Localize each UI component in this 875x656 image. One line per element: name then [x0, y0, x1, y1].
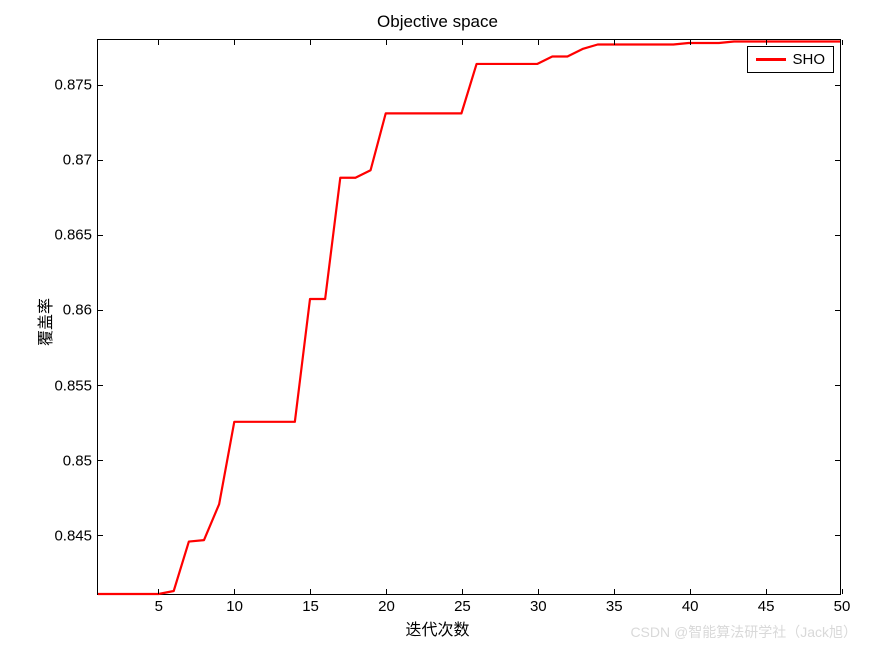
- x-tick-mark: [386, 589, 387, 594]
- y-tick-mark: [835, 160, 840, 161]
- x-tick-label: 25: [454, 598, 471, 615]
- x-tick-mark: [690, 589, 691, 594]
- x-tick-label: 35: [606, 598, 623, 615]
- x-tick-mark: [538, 40, 539, 45]
- x-tick-label: 10: [226, 598, 243, 615]
- y-tick-label: 0.875: [54, 77, 92, 94]
- y-tick-mark: [98, 85, 103, 86]
- y-tick-label: 0.855: [54, 377, 92, 394]
- x-tick-mark: [614, 40, 615, 45]
- x-tick-mark: [690, 40, 691, 45]
- y-tick-mark: [98, 235, 103, 236]
- x-tick-mark: [462, 589, 463, 594]
- x-tick-label: 20: [378, 598, 395, 615]
- x-tick-mark: [158, 40, 159, 45]
- x-tick-mark: [234, 40, 235, 45]
- x-tick-mark: [538, 589, 539, 594]
- y-tick-label: 0.86: [63, 302, 92, 319]
- y-tick-label: 0.845: [54, 527, 92, 544]
- legend: SHO: [747, 46, 834, 73]
- x-tick-label: 15: [302, 598, 319, 615]
- line-plot-svg: [98, 40, 840, 594]
- y-tick-label: 0.85: [63, 452, 92, 469]
- y-tick-mark: [98, 310, 103, 311]
- legend-label: SHO: [792, 51, 825, 68]
- y-tick-mark: [98, 535, 103, 536]
- legend-swatch: [756, 58, 786, 60]
- x-tick-mark: [310, 40, 311, 45]
- y-tick-label: 0.87: [63, 152, 92, 169]
- x-tick-mark: [234, 589, 235, 594]
- y-tick-mark: [835, 535, 840, 536]
- x-tick-label: 50: [834, 598, 851, 615]
- y-tick-mark: [98, 160, 103, 161]
- y-tick-label: 0.865: [54, 227, 92, 244]
- x-tick-mark: [462, 40, 463, 45]
- x-tick-mark: [386, 40, 387, 45]
- figure-container: Objective space SHO 51015202530354045500…: [0, 0, 875, 656]
- y-tick-mark: [98, 385, 103, 386]
- y-tick-mark: [835, 385, 840, 386]
- x-tick-mark: [842, 589, 843, 594]
- watermark-text: CSDN @智能算法研学社（Jack旭）: [630, 622, 857, 642]
- x-tick-mark: [842, 40, 843, 45]
- y-tick-mark: [98, 460, 103, 461]
- plot-area: SHO 51015202530354045500.8450.850.8550.8…: [97, 39, 841, 595]
- y-tick-mark: [835, 310, 840, 311]
- x-tick-label: 5: [155, 598, 163, 615]
- y-tick-mark: [835, 235, 840, 236]
- y-tick-mark: [835, 85, 840, 86]
- x-tick-label: 30: [530, 598, 547, 615]
- x-tick-mark: [614, 589, 615, 594]
- x-tick-mark: [766, 40, 767, 45]
- x-tick-label: 45: [758, 598, 775, 615]
- x-tick-label: 40: [682, 598, 699, 615]
- x-tick-mark: [310, 589, 311, 594]
- series-line: [98, 41, 840, 594]
- y-axis-label: 覆盖率: [32, 272, 56, 372]
- x-tick-mark: [766, 589, 767, 594]
- y-tick-mark: [835, 460, 840, 461]
- chart-title: Objective space: [0, 12, 875, 32]
- x-tick-mark: [158, 589, 159, 594]
